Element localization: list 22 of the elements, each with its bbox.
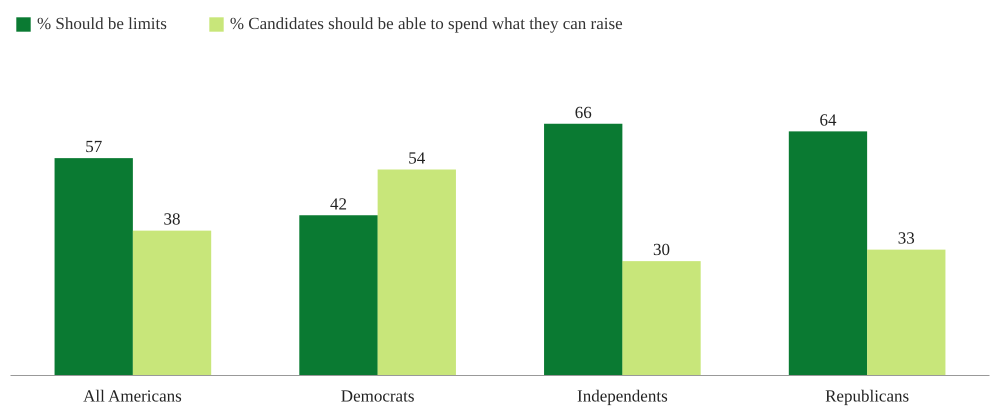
bar (788, 131, 868, 376)
data-label: 54 (408, 148, 426, 168)
legend-label: % Should be limits (37, 14, 167, 34)
bar (54, 158, 133, 376)
bar (299, 215, 378, 376)
data-label: 57 (85, 137, 103, 156)
x-tick-label: Independents (577, 386, 668, 406)
bar (378, 170, 456, 376)
bar (132, 230, 212, 376)
data-label: 64 (819, 110, 837, 130)
bar (622, 261, 701, 376)
x-tick-label: Democrats (340, 386, 414, 406)
bar (867, 250, 946, 376)
legend-label: % Candidates should be able to spend what they can raise (230, 14, 623, 34)
data-label: 42 (330, 194, 347, 214)
data-label: 66 (574, 102, 592, 122)
x-tick-label: All Americans (83, 386, 182, 406)
x-tick-label: Republicans (825, 386, 910, 406)
bar (544, 124, 622, 376)
data-label: 38 (164, 210, 181, 229)
data-label: 33 (898, 228, 915, 248)
data-label: 30 (653, 240, 670, 260)
